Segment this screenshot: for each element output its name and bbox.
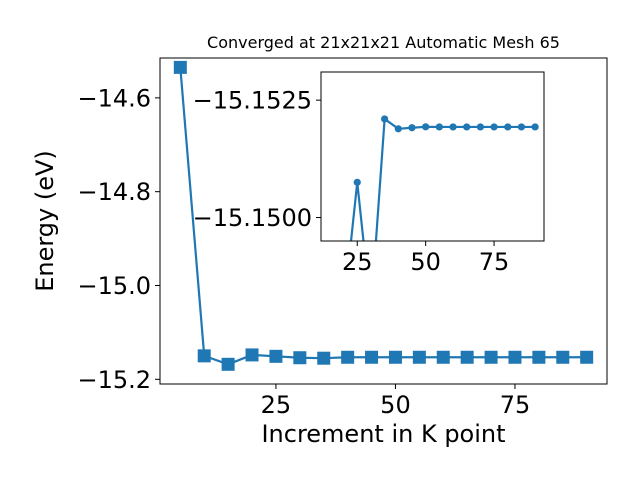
main-data-point: [173, 60, 187, 74]
inset-data-point: [490, 123, 498, 131]
inset-data-point: [504, 123, 512, 131]
inset-data-point: [435, 123, 443, 131]
main-data-point: [508, 350, 522, 364]
inset-plot-frame: [320, 71, 545, 242]
inset-data-point: [463, 123, 471, 131]
x-axis-label: Increment in K point: [261, 420, 505, 448]
main-y-tick-label: −15.2: [77, 366, 151, 394]
main-data-point: [317, 351, 331, 365]
main-data-point: [293, 351, 307, 365]
inset-y-axis: −15.1525 −15.1500: [193, 87, 321, 232]
main-data-point: [532, 350, 546, 364]
main-data-point: [197, 349, 211, 363]
y-axis-label: Energy (eV): [31, 150, 59, 292]
inset-x-tick-label: 25: [342, 248, 373, 276]
main-data-point: [365, 350, 379, 364]
main-x-tick-label: 75: [500, 391, 531, 419]
main-data-point: [341, 350, 355, 364]
main-data-point: [221, 357, 235, 371]
inset-data-point: [394, 125, 402, 133]
main-x-tick-label: 50: [380, 391, 411, 419]
main-data-point: [484, 350, 498, 364]
inset-plot-area: [321, 72, 544, 241]
inset-data-point: [517, 123, 526, 131]
main-x-axis: 25 50 75: [261, 384, 531, 419]
main-data-point: [460, 350, 474, 364]
inset-data-point: [476, 123, 484, 131]
inset-data-point: [531, 123, 539, 131]
inset-data-point: [449, 123, 457, 131]
chart-title: Converged at 21x21x21 Automatic Mesh 65: [207, 33, 560, 52]
main-data-point: [436, 350, 450, 364]
inset-data-point: [422, 123, 430, 131]
main-data-point: [412, 350, 426, 364]
inset-y-tick-label: −15.1525: [193, 87, 312, 115]
main-data-point: [580, 350, 594, 364]
main-data-point: [269, 349, 283, 363]
main-data-point: [556, 350, 570, 364]
inset-data-point: [381, 115, 389, 123]
main-y-tick-label: −14.6: [77, 84, 151, 112]
main-x-tick-label: 25: [261, 391, 292, 419]
inset-x-tick-label: 50: [410, 248, 441, 276]
main-y-tick-label: −14.8: [77, 178, 151, 206]
main-y-axis: −15.2 −15.0 −14.8 −14.6: [77, 84, 160, 394]
main-y-tick-label: −15.0: [77, 272, 151, 300]
main-plot-frame: [159, 57, 608, 385]
inset-data-point: [408, 124, 416, 132]
main-series: [173, 60, 594, 371]
inset-x-axis: 25 50 75: [342, 241, 509, 276]
main-data-point: [388, 350, 402, 364]
inset-data-point: [353, 178, 361, 186]
inset-x-tick-label: 75: [479, 248, 510, 276]
inset-plot: 25 50 75 −15.1525 −15.1500: [193, 71, 545, 276]
main-data-point: [245, 348, 259, 362]
inset-y-tick-label: −15.1500: [193, 204, 312, 232]
inset-series: [349, 115, 539, 241]
